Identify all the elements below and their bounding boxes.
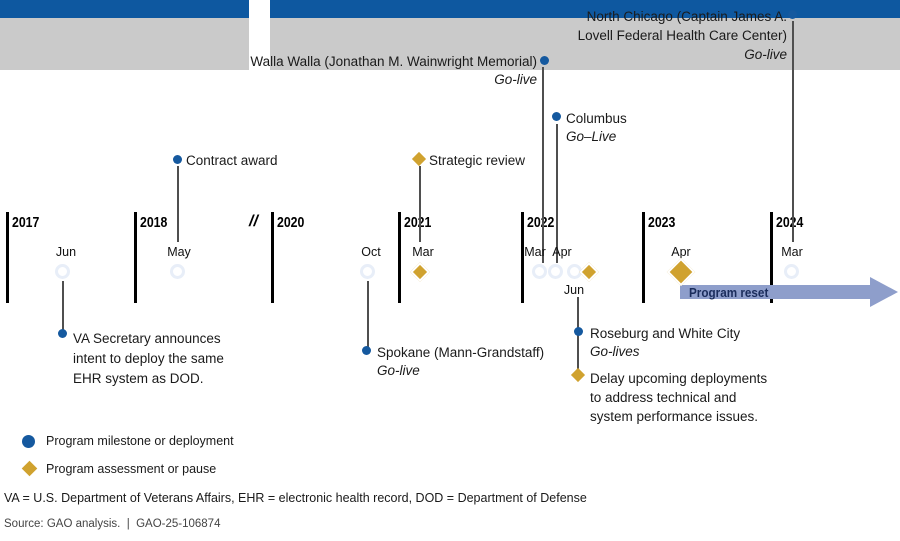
- year-label-2024: 2024: [776, 214, 804, 231]
- legend-assessment-icon: [21, 460, 38, 477]
- annotation-columbus-status: Go–Live: [566, 129, 617, 144]
- year-tick-2024: [770, 212, 773, 303]
- annotation-walla-walla-status: Go-live: [494, 72, 537, 87]
- assessment-diamond-delay: [570, 367, 586, 383]
- annotation-north-chicago: North Chicago (Captain James A. Lovell F…: [578, 7, 787, 64]
- annotation-contract: Contract award: [186, 153, 278, 168]
- leader-va-announce: [62, 281, 64, 334]
- milestone-dot-roseburg: [574, 327, 583, 336]
- assessment-marker-mar-2021: [410, 262, 430, 282]
- milestone-marker-mar-2024: [784, 264, 799, 279]
- month-label-mar-2024: Mar: [781, 245, 803, 259]
- month-label-may-2018: May: [167, 245, 191, 259]
- annotation-roseburg-status: Go-lives: [590, 344, 640, 359]
- annotation-delay-line2: to address technical and: [590, 390, 737, 405]
- milestone-dot-north-chicago: [788, 10, 797, 19]
- month-label-oct-2020: Oct: [361, 245, 381, 259]
- legend-milestone-label: Program milestone or deployment: [46, 434, 234, 448]
- annotation-va-announce-line3: EHR system as DOD.: [73, 371, 204, 386]
- month-label-apr-2023: Apr: [671, 245, 691, 259]
- timeline-stripe-right: [270, 0, 900, 18]
- year-label-2022: 2022: [527, 214, 555, 231]
- timeline-break-marker: //: [249, 213, 258, 230]
- year-tick-2023: [642, 212, 645, 303]
- program-reset-arrowhead: [870, 277, 898, 307]
- leader-spokane: [367, 281, 369, 348]
- annotation-walla-walla-title: Walla Walla (Jonathan M. Wainwright Memo…: [250, 54, 537, 69]
- milestone-marker-mar-2022: [532, 264, 547, 279]
- year-label-2020: 2020: [277, 214, 305, 231]
- milestone-marker-jun-2017: [55, 264, 70, 279]
- year-tick-2020: [271, 212, 274, 303]
- annotation-roseburg-title: Roseburg and White City: [590, 326, 741, 341]
- annotation-va-announce: VA Secretary announces intent to deploy …: [73, 329, 224, 389]
- milestone-marker-apr-2022: [548, 264, 563, 279]
- annotation-delay: Delay upcoming deployments to address te…: [590, 369, 767, 426]
- month-label-jun-2022: Jun: [563, 283, 585, 297]
- figure-footnote: VA = U.S. Department of Veterans Affairs…: [4, 491, 587, 505]
- milestone-dot-columbus: [552, 112, 561, 121]
- annotation-delay-line1: Delay upcoming deployments: [590, 371, 768, 386]
- milestone-dot-contract: [173, 155, 182, 164]
- annotation-va-announce-line1: VA Secretary announces: [73, 331, 221, 346]
- annotation-north-chicago-line2: Lovell Federal Health Care Center): [577, 28, 787, 43]
- year-tick-2021: [398, 212, 401, 303]
- assessment-diamond-strategic: [411, 151, 427, 167]
- year-label-2023: 2023: [648, 214, 676, 231]
- milestone-marker-oct-2020: [360, 264, 375, 279]
- figure-source: Source: GAO analysis. | GAO-25-106874: [4, 518, 221, 530]
- month-label-mar-2022: Mar: [524, 245, 546, 259]
- year-tick-2017: [6, 212, 9, 303]
- annotation-delay-line3: system performance issues.: [590, 409, 759, 424]
- year-label-2021: 2021: [404, 214, 432, 231]
- leader-strategic: [419, 166, 421, 242]
- leader-walla-walla: [542, 67, 544, 263]
- month-label-apr-2022: Apr: [552, 245, 572, 259]
- annotation-spokane: Spokane (Mann-Grandstaff) Go-live: [377, 344, 544, 380]
- year-label-2017: 2017: [12, 214, 40, 231]
- month-label-jun-2017: Jun: [55, 245, 77, 259]
- timeline-stripe-left: [0, 0, 249, 18]
- annotation-spokane-title: Spokane (Mann-Grandstaff): [377, 345, 545, 360]
- annotation-north-chicago-line1: North Chicago (Captain James A.: [586, 9, 787, 24]
- annotation-walla-walla: Walla Walla (Jonathan M. Wainwright Memo…: [250, 53, 537, 89]
- milestone-dot-va-announce: [58, 329, 67, 338]
- annotation-north-chicago-status: Go-live: [744, 47, 787, 62]
- program-reset-label: Program reset: [689, 285, 769, 300]
- leader-north-chicago: [792, 21, 794, 242]
- annotation-columbus-title: Columbus: [566, 111, 627, 126]
- annotation-roseburg: Roseburg and White City Go-lives: [590, 325, 740, 361]
- year-tick-2022: [521, 212, 524, 303]
- year-label-2018: 2018: [140, 214, 168, 231]
- month-label-mar-2021: Mar: [412, 245, 434, 259]
- milestone-dot-walla-walla: [540, 56, 549, 65]
- assessment-marker-apr-2023: [666, 257, 696, 287]
- annotation-va-announce-line2: intent to deploy the same: [73, 351, 224, 366]
- annotation-strategic: Strategic review: [429, 153, 526, 168]
- leader-columbus: [556, 124, 558, 263]
- assessment-marker-jun-2022: [579, 262, 599, 282]
- annotation-columbus: Columbus Go–Live: [566, 110, 627, 146]
- year-tick-2018: [134, 212, 137, 303]
- program-reset-arrow: [680, 285, 870, 299]
- leader-contract: [177, 166, 179, 242]
- legend-assessment-label: Program assessment or pause: [46, 462, 217, 476]
- annotation-spokane-status: Go-live: [377, 363, 420, 378]
- milestone-marker-may-2018: [170, 264, 185, 279]
- milestone-dot-spokane: [362, 346, 371, 355]
- legend-milestone-icon: [22, 435, 35, 448]
